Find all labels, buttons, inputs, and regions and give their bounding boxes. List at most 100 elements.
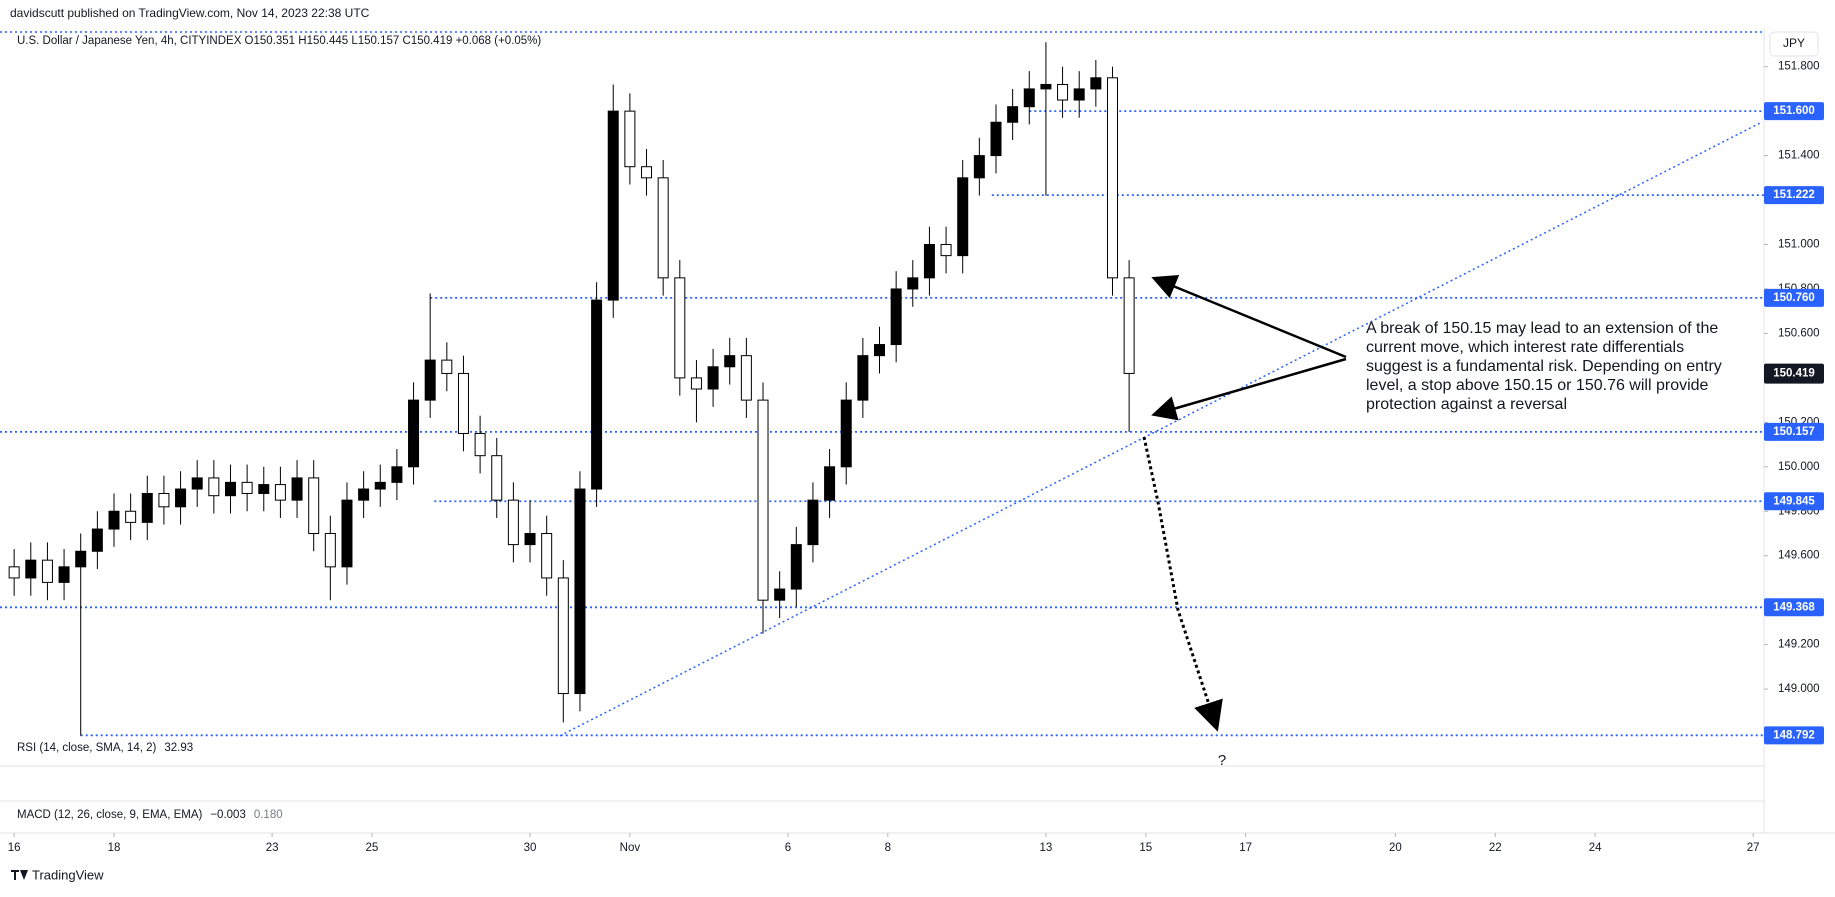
candle-body [91, 528, 103, 552]
candle-body [291, 477, 303, 501]
candle-body [358, 488, 370, 501]
candle-body [41, 559, 53, 583]
level-label-box [1764, 102, 1824, 121]
candle-body [1106, 77, 1118, 279]
candle-body [840, 399, 852, 468]
candle-body [824, 466, 836, 501]
candle-body [158, 492, 170, 508]
candle-body [1123, 277, 1135, 374]
level-label: 149.845 [1773, 495, 1815, 507]
candle-body [657, 177, 669, 279]
x-tick-label: 18 [108, 842, 121, 854]
candle-body [241, 481, 253, 494]
candle-body [1057, 83, 1069, 101]
x-tick-label: 6 [785, 842, 791, 854]
x-tick-label: 17 [1239, 842, 1252, 854]
x-tick-label: 24 [1589, 842, 1602, 854]
candle-body [8, 566, 20, 579]
candle-body [1073, 88, 1085, 101]
publisher: davidscutt published on TradingView.com,… [10, 6, 370, 20]
brand: TradingView [32, 867, 104, 882]
candle-body [507, 499, 519, 546]
candle-body [857, 355, 869, 401]
candle-body [491, 455, 503, 501]
y-tick-label: 150.000 [1778, 461, 1820, 473]
x-tick-label: 8 [885, 842, 891, 854]
candle-body [175, 488, 187, 508]
candle-body [341, 499, 353, 568]
candle-body [474, 432, 486, 457]
candle-body [25, 559, 37, 579]
candle-body [108, 510, 120, 530]
candle-body [441, 359, 453, 374]
candle-body [957, 177, 969, 257]
y-tick-label: 149.600 [1778, 550, 1820, 562]
y-tick-label: 151.800 [1778, 61, 1820, 73]
candle-body [524, 532, 536, 546]
currency-box [1769, 31, 1819, 57]
candle-body [641, 166, 653, 179]
level-label-box [1764, 186, 1824, 205]
candle-body [208, 477, 220, 497]
candle-body [757, 399, 769, 601]
candle-body [408, 399, 420, 468]
candle-body [324, 532, 336, 568]
y-tick-label: 151.400 [1778, 150, 1820, 162]
y-tick-label: 149.000 [1778, 683, 1820, 695]
level-label-box [1764, 492, 1824, 511]
level-label: 148.792 [1773, 729, 1815, 741]
candle-body [1040, 83, 1052, 90]
x-tick-label: 30 [524, 842, 537, 854]
candle-body [574, 488, 586, 695]
candle-body [1090, 77, 1102, 90]
annotation-line: A break of 150.15 may lead to an extensi… [1366, 320, 1718, 337]
level-label-box [1764, 288, 1824, 307]
x-tick-label: 25 [366, 842, 379, 854]
candle-body [125, 510, 137, 523]
arrow [1151, 275, 1347, 359]
x-tick-label: 22 [1489, 842, 1502, 854]
annotation-line: level, a stop above 150.15 or 150.76 wil… [1366, 377, 1709, 394]
candle-body [258, 484, 270, 494]
candle-body [591, 299, 603, 490]
x-tick-label: 23 [266, 842, 279, 854]
last-price-box [1764, 363, 1824, 384]
candle-body [607, 110, 619, 301]
y-tick-label: 151.000 [1778, 239, 1820, 251]
level-label-box [1764, 598, 1824, 617]
candle-body [923, 244, 935, 279]
candle-body [690, 377, 702, 390]
indicator-name: MACD (12, 26, close, 9, EMA, EMA) [17, 809, 203, 821]
candle-body [674, 277, 686, 379]
candle-body [1023, 88, 1035, 108]
last-price-label: 150.419 [1773, 368, 1815, 380]
tv-logo [11, 870, 28, 880]
candle-body [707, 366, 719, 390]
indicator-value: 0.180 [254, 809, 283, 821]
candle-body [890, 288, 902, 346]
x-tick-label: 20 [1389, 842, 1402, 854]
annotation-line: suggest is a fundamental risk. Depending… [1366, 358, 1722, 375]
y-tick-label: 149.200 [1778, 639, 1820, 651]
level-label: 151.222 [1773, 189, 1815, 201]
legend: U.S. Dollar / Japanese Yen, 4h, CITYINDE… [17, 35, 541, 47]
level-label: 149.368 [1773, 601, 1815, 613]
x-tick-label: Nov [620, 842, 641, 854]
arrow [1151, 357, 1347, 421]
candle-body [1007, 106, 1019, 123]
candle-body [940, 244, 952, 257]
candle-body [990, 121, 1002, 157]
candle-body [308, 477, 320, 534]
trendline [559, 121, 1762, 737]
candle-body [274, 484, 286, 501]
candle-body [374, 481, 386, 490]
level-label: 150.760 [1773, 292, 1815, 304]
indicator-value: −0.003 [210, 809, 246, 821]
x-tick-label: 13 [1040, 842, 1053, 854]
candle-body [807, 499, 819, 546]
candle-body [624, 110, 636, 168]
level-label: 150.157 [1773, 426, 1815, 438]
x-tick-label: 15 [1139, 842, 1152, 854]
